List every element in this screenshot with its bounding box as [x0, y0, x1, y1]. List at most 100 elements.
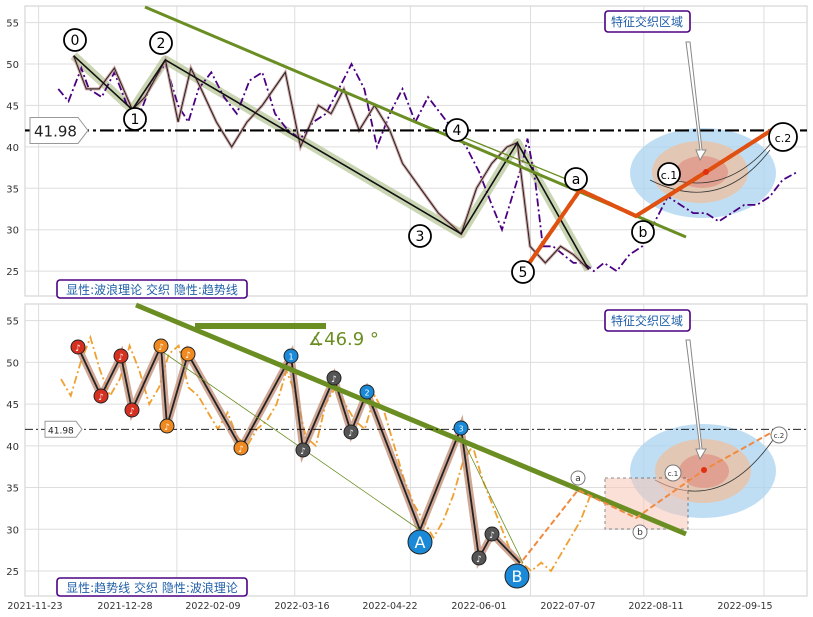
- feature-label-box: [604, 10, 691, 33]
- note-marker: [295, 442, 311, 458]
- x-tick-label: 2022-09-15: [717, 601, 772, 612]
- marker-label: A: [415, 533, 426, 552]
- wave-point-3: [408, 224, 432, 248]
- angle-label: ∡46.9 °: [308, 329, 379, 350]
- y-tick-label: 55: [6, 19, 19, 30]
- y-tick-label: 25: [6, 267, 19, 278]
- wave-point-label: 2: [157, 36, 166, 52]
- note-glyph: ♪: [164, 423, 170, 433]
- wave-point-label: 1: [131, 112, 140, 128]
- wave-point-2: [149, 31, 173, 55]
- note-marker: [124, 402, 140, 418]
- wave-point-label: a: [572, 172, 581, 188]
- note-glyph: ♪: [300, 447, 306, 457]
- marker-label: B: [512, 567, 523, 586]
- note-marker: [93, 388, 109, 404]
- note-glyph: ♪: [98, 393, 104, 403]
- y-tick-label: 50: [6, 60, 19, 71]
- feature-label-box: [604, 309, 691, 332]
- y-tick-label: 50: [6, 358, 19, 369]
- blue-marker-2: [359, 384, 375, 400]
- note-glyph: ♪: [238, 445, 244, 455]
- legend-box: [56, 279, 248, 299]
- note-marker: [153, 338, 169, 354]
- wave-point-0: [63, 28, 87, 52]
- y-tick-label: 30: [6, 226, 19, 237]
- x-tick-label: 2022-08-11: [628, 601, 683, 612]
- x-tick-label: 2021-11-23: [7, 601, 62, 612]
- marker-label: a: [575, 474, 581, 484]
- wave-point-label: 3: [416, 229, 425, 245]
- bottom-y-axis: 25 30 35 40 45 50 55: [6, 317, 19, 578]
- note-marker: [326, 370, 342, 386]
- upper-trend: [457, 134, 577, 184]
- x-tick-label: 2022-04-22: [362, 601, 417, 612]
- wave-point-5: [511, 260, 535, 284]
- top-series: 41.98 特征交织区域 0 1 2 3 4 5 a b c.1 c.2 显性:波浪理论 交织 隐性:趋…: [25, 5, 807, 299]
- wave-point-4: [445, 118, 469, 142]
- lower-channel: [159, 349, 421, 531]
- wave-point-label: 0: [71, 33, 80, 49]
- marker-A: [407, 529, 433, 555]
- y-tick-label: 35: [6, 484, 19, 495]
- x-tick-label: 2022-07-07: [540, 601, 595, 612]
- legend-text: 显性:波浪理论 交织 隐性:趋势线: [66, 282, 238, 297]
- hline-label: 41.98: [48, 426, 74, 436]
- y-tick-label: 40: [6, 143, 19, 154]
- y-tick-label: 55: [6, 317, 19, 328]
- marker-label: b: [637, 528, 643, 538]
- wave-point-label: c.1: [661, 169, 678, 182]
- feature-arrow: [685, 41, 707, 162]
- arc-line: [649, 149, 771, 193]
- marker-a: [570, 470, 586, 486]
- note-marker: [484, 526, 500, 542]
- blue-marker-1: [283, 348, 299, 364]
- x-tick-label: 2022-03-16: [274, 601, 329, 612]
- note-marker: [159, 418, 175, 434]
- trend-line: [135, 302, 687, 537]
- blue-marker-label: 2: [364, 389, 369, 398]
- note-marker: [180, 346, 196, 362]
- wave-point-c.2: [768, 122, 798, 152]
- y-tick-label: 35: [6, 184, 19, 195]
- x-tick-label: 2021-12-28: [97, 601, 152, 612]
- marker-label: c.2: [774, 432, 785, 440]
- feature-arrow: [685, 339, 707, 461]
- wave-point-1: [123, 107, 147, 131]
- top-y-axis: 25 30 35 40 45 50 55: [6, 19, 19, 279]
- x-tick-label: 2022-06-01: [451, 601, 506, 612]
- y-tick-label: 45: [6, 400, 19, 411]
- y-tick-label: 45: [6, 101, 19, 112]
- bottom-series: ∡46.9 ° 41.98 特征交织区域 ♪ ♪ ♪ ♪ ♪ ♪ ♪ ♪ ♪ ♪ ♪ ♪ ♪ 1 2 3 A Ba b c.…: [25, 302, 807, 597]
- y-tick-label: 30: [6, 525, 19, 536]
- price-thin: [73, 55, 590, 270]
- marker-b: [632, 524, 648, 540]
- note-glyph: ♪: [75, 344, 81, 354]
- feature-label: 特征交织区域: [611, 14, 683, 29]
- legend-box: [56, 577, 248, 597]
- marker-c.1: [664, 464, 682, 482]
- blue-marker-3: [453, 420, 469, 436]
- note-glyph: ♪: [348, 429, 354, 439]
- note-marker: [343, 424, 359, 440]
- y-tick-label: 40: [6, 442, 19, 453]
- wave-point-label: 4: [453, 123, 462, 139]
- legend-text: 显性:趋势线 交织 隐性:波浪理论: [66, 580, 238, 595]
- wave-point-b: [631, 220, 655, 244]
- note-glyph: ♪: [118, 353, 124, 363]
- marker-B: [504, 563, 530, 589]
- note-marker: [70, 339, 86, 355]
- wave-point-c.1: [657, 162, 681, 186]
- wave-point-label: b: [639, 225, 648, 241]
- x-axis: 2021-11-23 2021-12-28 2022-02-09 2022-03-16…: [7, 601, 772, 612]
- note-glyph: ♪: [158, 343, 164, 353]
- projection-dash: [521, 124, 780, 274]
- hline-tag: [44, 420, 83, 438]
- note-glyph: ♪: [185, 351, 191, 361]
- note-marker: [233, 440, 249, 456]
- x-tick-label: 2022-02-09: [185, 601, 240, 612]
- y-tick-label: 25: [6, 567, 19, 578]
